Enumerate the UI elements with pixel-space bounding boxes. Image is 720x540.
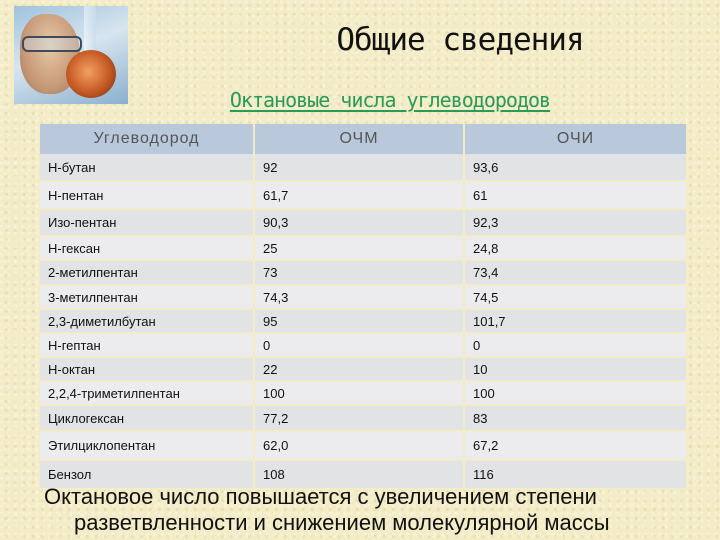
cell-ochm: 61,7 xyxy=(253,181,465,210)
flask-icon xyxy=(66,50,116,98)
cell-ochi: 93,6 xyxy=(463,154,688,182)
note-line-2: разветвленности и снижением молекулярной… xyxy=(74,510,610,535)
cell-ochm: 62,0 xyxy=(253,431,465,461)
cell-ochi: 116 xyxy=(463,460,688,490)
table-row: Н-гексан 25 24,8 xyxy=(38,236,688,261)
cell-hydrocarbon: Этилциклопентан xyxy=(38,431,255,461)
cell-ochi: 61 xyxy=(463,181,688,210)
header-ochi: ОЧИ xyxy=(463,124,688,154)
cell-ochm: 108 xyxy=(253,460,465,490)
cell-ochm: 25 xyxy=(253,236,465,261)
table-row: Изо-пентан 90,3 92,3 xyxy=(38,209,688,237)
header-hydrocarbon: Углеводород xyxy=(38,124,255,154)
cell-hydrocarbon: Н-гексан xyxy=(38,236,255,261)
page-title: Общие сведения xyxy=(336,22,584,58)
table-row: 2-метилпентан 73 73,4 xyxy=(38,260,688,286)
table-row: Н-октан 22 10 xyxy=(38,357,688,382)
table-header-row: Углеводород ОЧМ ОЧИ xyxy=(38,124,688,154)
cell-hydrocarbon: 2-метилпентан xyxy=(38,260,255,286)
table-row: Бензол 108 116 xyxy=(38,460,688,490)
cell-ochi: 24,8 xyxy=(463,236,688,261)
cell-ochm: 73 xyxy=(253,260,465,286)
cell-hydrocarbon: 2,3-диметилбутан xyxy=(38,309,255,334)
cell-hydrocarbon: Циклогексан xyxy=(38,405,255,432)
cell-ochi: 101,7 xyxy=(463,309,688,334)
table-row: 2,3-диметилбутан 95 101,7 xyxy=(38,309,688,334)
table-row: Н-пентан 61,7 61 xyxy=(38,181,688,210)
cell-ochi: 92,3 xyxy=(463,209,688,237)
cell-hydrocarbon: Бензол xyxy=(38,460,255,490)
chemist-flask-photo xyxy=(14,6,128,104)
cell-hydrocarbon: 3-метилпентан xyxy=(38,285,255,310)
cell-ochm: 100 xyxy=(253,381,465,406)
safety-glasses xyxy=(22,36,82,52)
cell-ochi: 100 xyxy=(463,381,688,406)
cell-hydrocarbon: Н-бутан xyxy=(38,154,255,182)
cell-ochm: 90,3 xyxy=(253,209,465,237)
cell-hydrocarbon: 2,2,4-триметилпентан xyxy=(38,381,255,406)
cell-ochi: 0 xyxy=(463,333,688,358)
cell-ochi: 73,4 xyxy=(463,260,688,286)
table-row: 2,2,4-триметилпентан 100 100 xyxy=(38,381,688,406)
cell-ochm: 92 xyxy=(253,154,465,182)
cell-ochm: 0 xyxy=(253,333,465,358)
flask-neck xyxy=(84,6,96,56)
cell-ochm: 77,2 xyxy=(253,405,465,432)
table-row: 3-метилпентан 74,3 74,5 xyxy=(38,285,688,310)
octane-table: Углеводород ОЧМ ОЧИ Н-бутан 92 93,6 Н-пента… xyxy=(38,124,688,490)
header-ochm: ОЧМ xyxy=(253,124,465,154)
page-subtitle: Октановые числа углеводородов xyxy=(229,88,551,112)
cell-ochi: 67,2 xyxy=(463,431,688,461)
cell-hydrocarbon: Изо-пентан xyxy=(38,209,255,237)
cell-ochi: 74,5 xyxy=(463,285,688,310)
cell-hydrocarbon: Н-октан xyxy=(38,357,255,382)
cell-ochm: 95 xyxy=(253,309,465,334)
table-body: Н-бутан 92 93,6 Н-пентан 61,7 61 Изо-пентан 90,… xyxy=(38,154,688,490)
cell-hydrocarbon: Н-гептан xyxy=(38,333,255,358)
cell-hydrocarbon: Н-пентан xyxy=(38,181,255,210)
table-row: Н-гептан 0 0 xyxy=(38,333,688,358)
cell-ochm: 22 xyxy=(253,357,465,382)
table-row: Циклогексан 77,2 83 xyxy=(38,405,688,432)
cell-ochi: 10 xyxy=(463,357,688,382)
cell-ochi: 83 xyxy=(463,405,688,432)
note-line-1: Октановое число повышается с увеличением… xyxy=(44,484,597,509)
table-row: Этилциклопентан 62,0 67,2 xyxy=(38,431,688,461)
cell-ochm: 74,3 xyxy=(253,285,465,310)
conclusion-note: Октановое число повышается с увеличением… xyxy=(44,484,704,536)
table-row: Н-бутан 92 93,6 xyxy=(38,154,688,182)
